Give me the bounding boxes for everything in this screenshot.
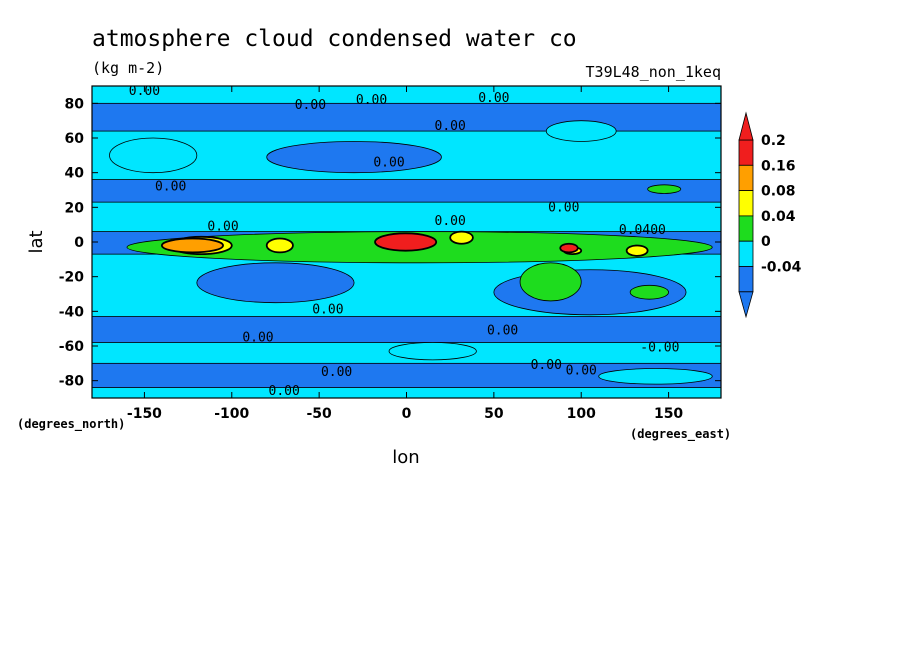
colorbar-segment: [738, 215, 754, 242]
colorbar-label: 0.16: [761, 158, 796, 174]
colorbar-label: 0.2: [761, 133, 786, 149]
y-units-label: (degrees_north): [17, 417, 125, 432]
y-axis-ticks: -80 -60 -40 -20 0 20 40 60 80: [59, 96, 721, 390]
contour-label: 0.00: [269, 384, 300, 399]
contour-label: 0.00: [312, 303, 343, 318]
contour-regions: [92, 102, 721, 389]
y-tick-label: -20: [59, 270, 85, 286]
colorbar-label: 0.08: [761, 184, 796, 200]
colorbar-label: 0: [761, 234, 771, 250]
contour-label: 0.00: [207, 219, 238, 234]
colorbar-segment: [738, 266, 754, 293]
plot-area: 0.00 0.00 0.00 0.00 0.00 0.00 0.00 0.00 0.00 0.00…: [92, 84, 721, 399]
contour-region: [92, 316, 721, 343]
contour-region: [92, 102, 721, 132]
contour-region: [266, 141, 442, 174]
contour-region: [519, 262, 582, 302]
contour-label: 0.00: [295, 98, 326, 113]
contour-region: [559, 242, 579, 254]
units-label: (kg m-2): [92, 59, 164, 77]
colorbar-segment: [738, 139, 754, 166]
contour-region: [449, 230, 474, 245]
contour-region: [109, 137, 198, 174]
contour-label: 0.00: [356, 93, 387, 108]
contour-label: 0.00: [242, 330, 273, 345]
y-axis-title: lat: [26, 230, 47, 253]
contour-label: -0.00: [640, 341, 679, 356]
x-tick-label: 100: [567, 406, 596, 422]
x-tick-label: 150: [654, 406, 683, 422]
contour-region: [647, 184, 682, 194]
y-tick-label: -80: [59, 374, 85, 390]
x-axis-title: lon: [392, 447, 419, 468]
x-units-label: (degrees_east): [630, 427, 731, 442]
contour-label: 0.00: [566, 363, 597, 378]
x-tick-label: -100: [214, 406, 249, 422]
colorbar-label: 0.04: [761, 209, 796, 225]
x-tick-label: -150: [127, 406, 162, 422]
x-tick-label: 0: [402, 406, 412, 422]
contour-label: 0.00: [487, 323, 518, 338]
contour-label: 0.00: [435, 214, 466, 229]
y-tick-label: 80: [65, 96, 85, 112]
contour-label: 0.00: [129, 84, 160, 99]
y-tick-label: -60: [59, 339, 85, 355]
contour-label: 0.0400: [619, 223, 666, 238]
contour-label: 0.00: [548, 200, 579, 215]
colorbar: -0.04 0 0.04 0.08 0.16 0.2: [738, 111, 802, 319]
colorbar-segment: [738, 164, 754, 192]
contour-label: 0.00: [531, 358, 562, 373]
contour-region: [92, 179, 721, 203]
contour-label: 0.00: [478, 91, 509, 106]
contour-region: [160, 237, 224, 254]
y-tick-label: 20: [65, 200, 85, 216]
y-tick-label: 60: [65, 131, 85, 147]
x-axis-ticks: -150 -100 -50 0 50 100 150: [127, 86, 683, 422]
colorbar-extend-min: [738, 291, 754, 319]
contour-region: [625, 244, 649, 257]
contour-region: [598, 368, 713, 385]
contour-label: 0.00: [373, 155, 404, 170]
y-tick-label: 0: [74, 235, 84, 251]
contour-labels: 0.00 0.00 0.00 0.00 0.00 0.00 0.00 0.00 0.00 0.00…: [129, 84, 680, 399]
contour-region: [629, 284, 669, 300]
y-tick-label: -40: [59, 304, 85, 320]
contour-region: [196, 262, 355, 304]
colorbar-segment: [738, 190, 754, 217]
chart-title: atmosphere cloud condensed water co: [92, 26, 577, 52]
colorbar-segment: [738, 240, 754, 267]
contour-region: [265, 237, 294, 254]
contour-label: 0.00: [321, 365, 352, 380]
contour-region: [374, 232, 438, 252]
experiment-label: T39L48_non_1keq: [586, 63, 721, 81]
colorbar-label: -0.04: [761, 260, 802, 276]
y-tick-label: 40: [65, 166, 85, 182]
contour-region: [388, 342, 477, 361]
x-tick-label: 50: [484, 406, 504, 422]
contour-region: [545, 120, 617, 142]
contour-label: 0.00: [155, 180, 186, 195]
contour-label: 0.00: [435, 119, 466, 134]
colorbar-extend-max: [738, 111, 754, 141]
x-tick-label: -50: [306, 406, 332, 422]
